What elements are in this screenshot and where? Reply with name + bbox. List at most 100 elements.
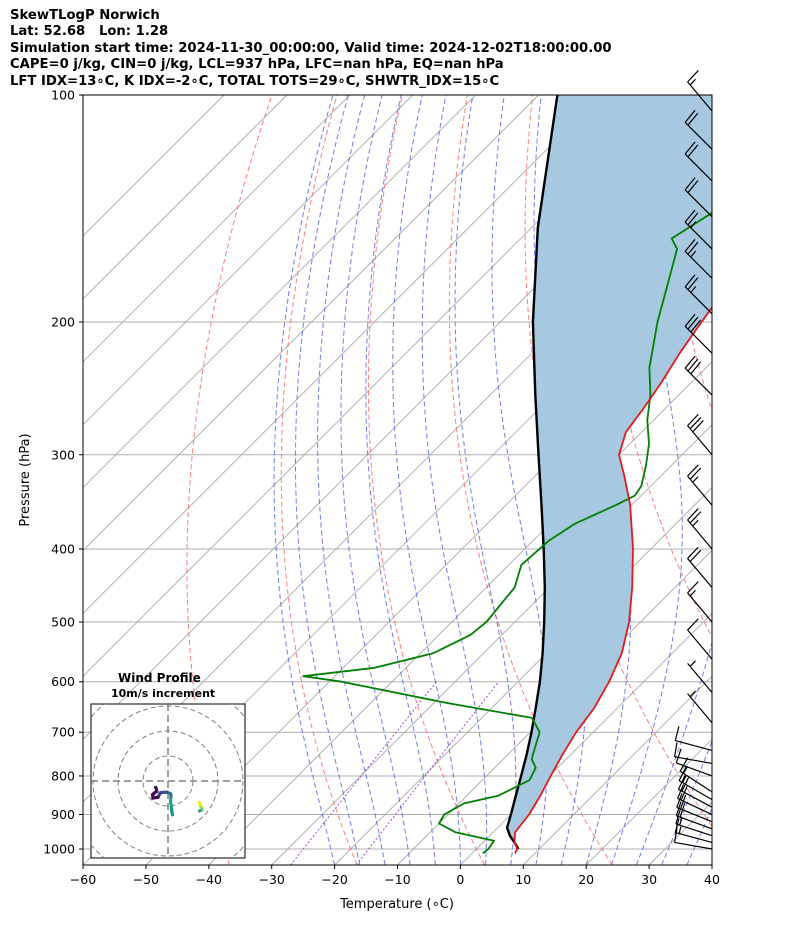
isotherm: [83, 95, 288, 300]
moist-adiabat: [686, 807, 712, 865]
barb-staff: [687, 81, 713, 112]
barb-staff: [687, 475, 713, 506]
time-line: Simulation start time: 2024-11-30_00:00:…: [10, 40, 612, 56]
moist-adiabat: [295, 95, 361, 865]
barb-flag: [677, 784, 685, 799]
moist-adiabat: [340, 95, 411, 865]
barb-flag: [687, 618, 699, 631]
wind-barb: [687, 660, 713, 693]
dewpoint-profile: [302, 211, 712, 855]
x-tick-label: −50: [133, 872, 159, 887]
barb-half-flag: [689, 589, 696, 597]
wind-barb: [684, 355, 713, 396]
moist-adiabat: [392, 95, 461, 865]
isotherm: [83, 95, 225, 237]
isotherm: [711, 864, 712, 865]
barb-staff: [675, 823, 713, 837]
barb-staff: [674, 756, 713, 765]
barb-flag: [687, 316, 699, 330]
barb-staff: [674, 841, 713, 850]
y-tick-label: 300: [51, 447, 75, 462]
isotherm: [145, 298, 712, 865]
barb-flag: [684, 355, 696, 369]
temperature-profile: [513, 306, 712, 854]
barb-staff: [684, 250, 713, 279]
isotherm: [271, 424, 712, 865]
barb-flag: [690, 319, 702, 333]
y-tick-label: 400: [51, 541, 75, 556]
barb-flag: [684, 274, 696, 288]
barb-staff: [687, 629, 713, 660]
dry-adiabat: [280, 95, 358, 865]
barb-staff: [678, 788, 713, 808]
y-tick-label: 100: [51, 88, 75, 103]
isotherm: [397, 549, 712, 865]
barb-staff: [675, 831, 713, 843]
barb-staff: [675, 740, 713, 752]
barb-flag: [692, 420, 704, 433]
axes: −60 −50 −40 −30 −20 −10 0 10 20 30 40 100 200 300 400 5…: [43, 88, 720, 888]
barb-half-flag: [690, 250, 697, 258]
x-tick-label: 30: [641, 872, 657, 887]
barb-staff: [684, 121, 713, 150]
barb-half-flag: [689, 690, 696, 698]
isotherm: [334, 486, 712, 865]
barb-staff: [684, 153, 713, 182]
indices-line-2: LFT IDX=13∘C, K IDX=-2∘C, TOTAL TOTS=29∘…: [10, 73, 500, 89]
barb-flag: [674, 726, 680, 741]
barb-flag: [687, 508, 699, 521]
barb-staff: [687, 592, 713, 623]
wind-barb: [674, 818, 713, 843]
wind-barb: [674, 726, 713, 752]
wind-barb: [675, 748, 713, 777]
isotherm: [83, 95, 665, 677]
barb-flag: [689, 511, 702, 524]
barb-flag: [687, 546, 699, 559]
wind-barb: [684, 209, 713, 250]
barb-staff: [684, 325, 713, 354]
barb-staff: [676, 806, 713, 823]
isotherm: [522, 675, 712, 865]
x-tick-label: −60: [70, 872, 96, 887]
barb-staff: [684, 221, 713, 250]
y-tick-label: 900: [51, 807, 75, 822]
barb-flag: [680, 785, 688, 801]
dry-adiabat: [448, 95, 613, 865]
cin-cape-shading: [507, 95, 712, 849]
barb-flag: [676, 793, 683, 808]
barb-flag: [679, 794, 687, 810]
barb-half-flag: [678, 826, 682, 834]
barb-flag: [687, 277, 699, 291]
y-tick-label: 500: [51, 615, 75, 630]
barb-flag: [687, 112, 699, 126]
isotherm: [83, 95, 539, 552]
y-axis-label: Pressure (hPa): [18, 433, 33, 526]
x-tick-label: 10: [515, 872, 531, 887]
x-tick-label: 0: [456, 872, 464, 887]
y-tick-label: 700: [51, 725, 75, 740]
location-line: Lat: 52.68 Lon: 1.28: [10, 24, 169, 40]
y-tick-label: 200: [51, 314, 75, 329]
hodograph-title: Wind Profile: [118, 671, 201, 685]
barb-half-flag: [682, 775, 687, 783]
moist-adiabat: [317, 95, 386, 865]
wind-barb: [687, 581, 713, 623]
isotherm: [83, 95, 602, 615]
indices-line: CAPE=0 j/kg, CIN=0 j/kg, LCL=937 hPa, LF…: [10, 57, 504, 73]
moist-adiabat: [491, 95, 550, 865]
barb-staff: [676, 762, 713, 777]
wind-barbs: [673, 70, 713, 850]
isotherm: [775, 95, 794, 865]
barb-half-flag: [692, 476, 699, 483]
barb-flag: [673, 828, 678, 843]
barb-flag: [684, 141, 696, 155]
barb-flag: [684, 177, 696, 191]
wind-barb: [687, 690, 713, 724]
wind-barb: [673, 742, 713, 765]
barb-flag: [689, 417, 702, 430]
barb-half-flag: [690, 286, 697, 293]
wind-barb: [677, 784, 713, 816]
wind-barb: [678, 766, 713, 801]
y-tick-label: 800: [51, 768, 75, 783]
